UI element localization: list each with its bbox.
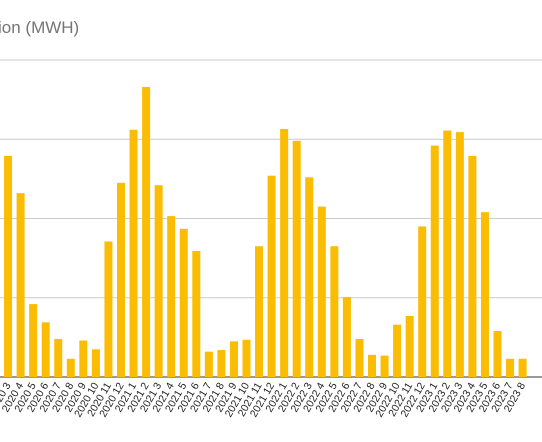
bar-2022-5 [330, 246, 339, 377]
bar-2020-3 [4, 155, 13, 377]
bar-2021-5 [179, 228, 188, 377]
bar-2022-9 [380, 355, 389, 377]
bar-2023-2 [443, 130, 452, 377]
bar-2022-8 [368, 354, 376, 377]
bar-2023-8 [518, 358, 527, 377]
bar-2020-4 [16, 193, 25, 377]
bar-2020-11 [104, 241, 113, 377]
bar-2022-10 [393, 324, 402, 377]
bar-2023-6 [493, 331, 502, 377]
bar-2021-1 [129, 129, 138, 377]
bar-2022-4 [317, 206, 326, 377]
bar-2021-12 [267, 175, 276, 377]
chart-title: ion (MWH) [0, 18, 80, 37]
bar-2022-6 [342, 296, 351, 377]
bar-2023-7 [506, 358, 515, 377]
bar-2021-9 [229, 341, 238, 377]
bar-2020-8 [66, 358, 75, 377]
bar-2022-1 [280, 128, 289, 377]
bar-2021-3 [154, 185, 163, 377]
bar-2022-11 [405, 315, 414, 377]
bar-2021-2 [142, 86, 151, 377]
bar-2020-7 [54, 338, 63, 377]
bars [4, 86, 527, 377]
bar-2022-2 [292, 140, 301, 377]
bar-2021-8 [217, 350, 226, 377]
bar-2022-7 [355, 338, 364, 377]
bar-2021-11 [255, 246, 264, 377]
bar-2023-4 [468, 155, 477, 377]
bar-2023-3 [455, 132, 464, 377]
bar-2021-6 [192, 250, 201, 377]
bar-2020-9 [79, 340, 88, 377]
bar-2020-5 [29, 304, 38, 377]
bar-2022-3 [305, 177, 314, 377]
bar-2021-4 [167, 216, 176, 377]
bar-2020-12 [117, 182, 125, 377]
bar-2023-5 [480, 212, 489, 377]
bar-2023-1 [430, 145, 439, 377]
bar-2020-10 [91, 349, 100, 377]
bar-2022-12 [418, 226, 427, 377]
bar-2020-6 [41, 322, 50, 377]
bar-2021-7 [204, 351, 213, 377]
bar-2021-10 [242, 339, 251, 377]
